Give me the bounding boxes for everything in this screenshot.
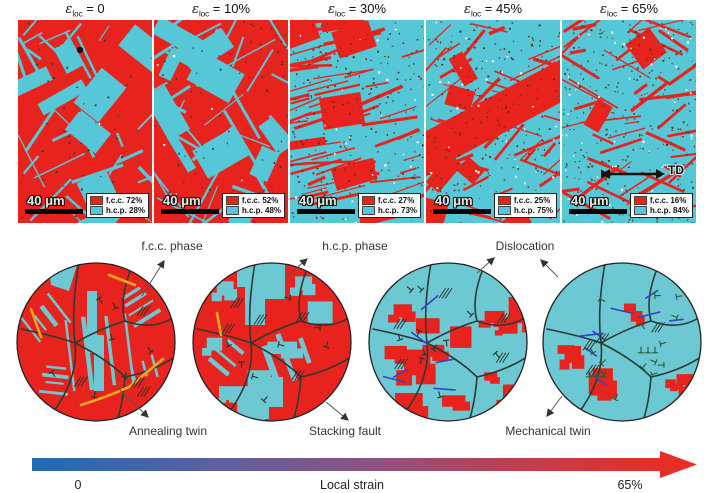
phase-map-panel-2: 40 μm f.c.c. 27% h.c.p. 73% [290,20,424,223]
scale-bar-label: 40 μm [163,193,201,208]
microstructure-schematic-0 [16,262,176,422]
phase-map-image [154,20,288,223]
label-fcc-phase: f.c.c. phase [141,239,203,253]
microstructure-schematic-3 [542,262,702,422]
scale-bar [433,209,491,214]
fcc-swatch [225,196,239,205]
phase-legend: f.c.c. 16% h.c.p. 84% [629,193,693,218]
phase-map-image [426,20,560,223]
hcp-swatch [225,206,239,215]
scale-bar-label: 40 μm [299,193,337,208]
fcc-swatch [633,196,647,205]
legend-row-hcp: h.c.p. 75% [497,206,553,215]
label-mechanical-twin: Mechanical twin [505,424,591,438]
strain-header-3: εloc = 45% [463,1,523,19]
phase-legend: f.c.c. 25% h.c.p. 75% [493,193,557,218]
scale-bar [297,209,355,214]
scale-bar [161,209,219,214]
phase-map-panel-1: 40 μm f.c.c. 52% h.c.p. 48% [154,20,288,223]
hcp-swatch [361,206,375,215]
epsilon-symbol: ε [463,2,471,17]
phase-map-panel-4: TD 40 μm f.c.c. 16% h.c.p. 84% [562,20,696,223]
strain-arrowhead [660,451,697,478]
fcc-swatch [497,196,511,205]
strain-header-0: εloc = 0 [65,1,105,19]
strain-header-2: εloc = 30% [327,1,387,19]
phase-map-image [562,20,696,223]
legend-row-fcc: f.c.c. 27% [361,196,417,205]
label-hcp-phase: h.c.p. phase [322,239,388,253]
phase-legend: f.c.c. 72% h.c.p. 28% [85,193,149,218]
epsilon-symbol: ε [191,2,199,17]
fcc-swatch [361,196,375,205]
label-stacking-fault: Stacking fault [308,424,382,438]
label-dislocation: Dislocation [495,239,555,253]
label-annealing-twin: Annealing twin [128,424,208,438]
legend-row-fcc: f.c.c. 25% [497,196,553,205]
legend-row-hcp: h.c.p. 48% [225,206,281,215]
legend-row-hcp: h.c.p. 28% [89,206,145,215]
epsilon-symbol: ε [65,2,73,17]
scale-bar-label: 40 μm [27,193,65,208]
strain-min-label: 0 [75,478,82,492]
fcc-swatch [89,196,103,205]
scale-bar-label: 40 μm [571,193,609,208]
strain-header-1: εloc = 10% [191,1,251,19]
strain-header-4: εloc = 65% [599,1,659,19]
legend-row-fcc: f.c.c. 16% [633,196,689,205]
hcp-swatch [89,206,103,215]
tensile-direction-arrow [601,169,665,179]
legend-row-hcp: h.c.p. 73% [361,206,417,215]
strain-max-label: 65% [617,478,642,492]
strain-title: Local strain [320,478,384,492]
legend-row-hcp: h.c.p. 84% [633,206,689,215]
strain-gradient-bar [32,458,660,471]
epsilon-symbol: ε [599,2,607,17]
phase-legend: f.c.c. 52% h.c.p. 48% [221,193,285,218]
hcp-swatch [633,206,647,215]
epsilon-symbol: ε [327,2,335,17]
phase-map-panel-0: 40 μm f.c.c. 72% h.c.p. 28% [18,20,152,223]
tensile-direction-label: TD [668,163,684,177]
phase-map-panel-3: 40 μm f.c.c. 25% h.c.p. 75% [426,20,560,223]
phase-legend: f.c.c. 27% h.c.p. 73% [357,193,421,218]
hcp-swatch [497,206,511,215]
scale-bar-label: 40 μm [435,193,473,208]
scale-bar [25,209,83,214]
microstructure-schematic-1 [192,262,352,422]
legend-row-fcc: f.c.c. 72% [89,196,145,205]
scale-bar [569,209,627,214]
legend-row-fcc: f.c.c. 52% [225,196,281,205]
microstructure-schematic-2 [368,262,528,422]
